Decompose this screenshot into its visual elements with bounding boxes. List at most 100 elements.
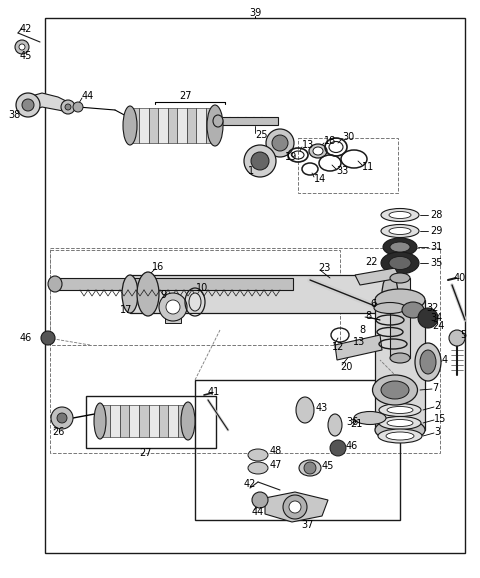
Text: 28: 28 (430, 210, 443, 220)
Ellipse shape (381, 209, 419, 221)
Bar (50, 248, 440, 453)
Text: 32: 32 (426, 303, 438, 313)
Bar (159, 405, 168, 437)
Circle shape (57, 413, 67, 423)
Bar (55, 278, 293, 290)
Text: 3: 3 (434, 427, 440, 437)
Text: 6: 6 (370, 299, 376, 309)
Bar (196, 108, 205, 143)
Polygon shape (335, 335, 382, 360)
Bar (298, 138, 398, 193)
Ellipse shape (248, 462, 268, 474)
Bar (140, 108, 149, 143)
Ellipse shape (381, 252, 419, 274)
Ellipse shape (354, 412, 386, 424)
Text: 9: 9 (160, 290, 166, 300)
Bar (390, 278, 410, 358)
Polygon shape (265, 492, 328, 522)
Text: 47: 47 (270, 460, 282, 470)
Bar (45, 18, 465, 553)
Circle shape (304, 462, 316, 474)
Circle shape (166, 300, 180, 314)
Text: 48: 48 (270, 446, 282, 456)
Ellipse shape (390, 242, 410, 252)
Ellipse shape (207, 105, 223, 146)
Text: 34: 34 (430, 313, 442, 323)
Bar (205, 108, 215, 143)
Text: 1: 1 (248, 166, 254, 176)
Ellipse shape (420, 350, 436, 374)
Bar (130, 275, 390, 313)
Circle shape (330, 440, 346, 456)
Circle shape (251, 152, 269, 170)
Text: 17: 17 (120, 305, 132, 315)
Text: 46: 46 (346, 441, 358, 451)
Text: 46: 46 (20, 333, 32, 343)
Text: 13: 13 (353, 337, 365, 347)
Text: 33: 33 (336, 166, 348, 176)
Text: 37: 37 (302, 520, 314, 530)
Bar (120, 405, 129, 437)
Circle shape (266, 129, 294, 157)
Text: 18: 18 (324, 136, 336, 146)
Text: 25: 25 (255, 130, 267, 140)
Circle shape (283, 495, 307, 519)
Text: 29: 29 (430, 226, 443, 236)
Ellipse shape (374, 302, 406, 313)
Bar (218, 117, 278, 125)
Ellipse shape (386, 432, 414, 440)
Polygon shape (28, 93, 70, 113)
Circle shape (61, 100, 75, 114)
Text: 2: 2 (434, 401, 440, 411)
Text: 16: 16 (152, 262, 164, 272)
Ellipse shape (328, 414, 342, 436)
Text: 42: 42 (20, 24, 32, 34)
Bar (130, 108, 140, 143)
Circle shape (41, 331, 55, 345)
Text: 35: 35 (430, 258, 443, 268)
Bar (168, 405, 178, 437)
Text: 40: 40 (454, 273, 466, 283)
Ellipse shape (389, 257, 411, 269)
Ellipse shape (379, 417, 421, 429)
Text: 27: 27 (179, 91, 191, 101)
Text: 5: 5 (460, 330, 466, 340)
Bar (149, 108, 158, 143)
Circle shape (244, 145, 276, 177)
Ellipse shape (387, 420, 413, 427)
Text: 19: 19 (285, 152, 297, 162)
Circle shape (51, 407, 73, 429)
Text: 14: 14 (314, 174, 326, 184)
Text: 8: 8 (365, 311, 371, 321)
Ellipse shape (378, 429, 422, 443)
Ellipse shape (137, 272, 159, 316)
Ellipse shape (402, 302, 424, 318)
Text: 21: 21 (350, 419, 362, 429)
Ellipse shape (382, 275, 398, 313)
Ellipse shape (381, 381, 409, 399)
Ellipse shape (313, 147, 323, 155)
Ellipse shape (375, 419, 425, 441)
Ellipse shape (248, 449, 268, 461)
Ellipse shape (390, 353, 410, 363)
Text: 4: 4 (442, 355, 448, 365)
Text: 20: 20 (340, 362, 352, 372)
Bar (86, 396, 216, 448)
Text: 11: 11 (362, 162, 374, 172)
Ellipse shape (383, 238, 417, 256)
Circle shape (449, 330, 465, 346)
Bar (139, 405, 149, 437)
Text: 41: 41 (208, 387, 220, 397)
Text: 22: 22 (365, 257, 377, 267)
Ellipse shape (379, 403, 421, 417)
Text: 44: 44 (252, 507, 264, 517)
Ellipse shape (387, 406, 413, 413)
Circle shape (19, 44, 25, 50)
Text: 26: 26 (52, 427, 64, 437)
Text: 43: 43 (316, 403, 328, 413)
Text: 27: 27 (139, 448, 151, 458)
Ellipse shape (296, 397, 314, 423)
Text: 13: 13 (302, 140, 314, 150)
Ellipse shape (381, 224, 419, 238)
Text: 24: 24 (432, 321, 444, 331)
